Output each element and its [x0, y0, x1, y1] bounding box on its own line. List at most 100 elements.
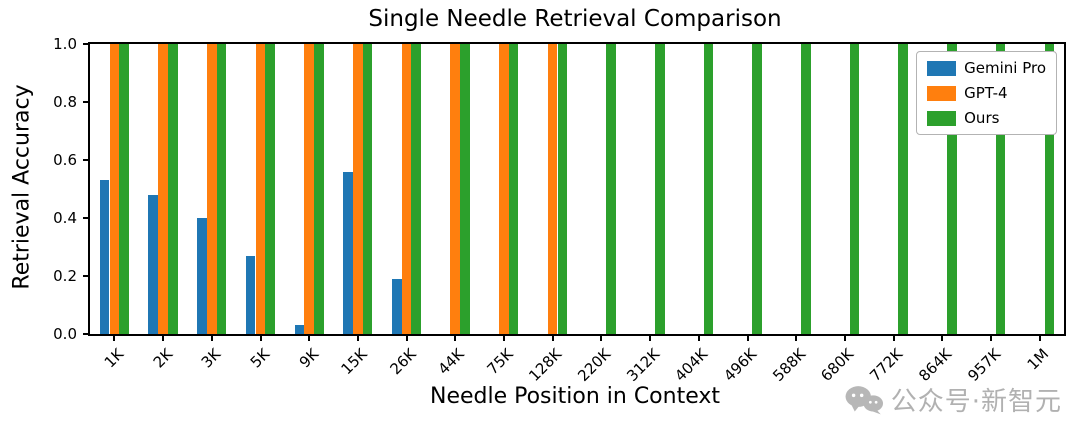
- x-tick-label-1k: 1K: [100, 345, 128, 372]
- bar-gpt-4-9k: [304, 44, 314, 334]
- bar-ours-15k: [362, 44, 373, 334]
- x-tick-label-128k: 128K: [525, 345, 566, 385]
- bar-gpt-4-44k: [450, 44, 461, 334]
- bar-gpt-4-128k: [547, 44, 558, 334]
- y-tick-label-0.6: 0.6: [53, 151, 77, 169]
- bar-ours-2k: [167, 44, 178, 334]
- y-tick: [83, 275, 88, 277]
- x-axis-label: Needle Position in Context: [429, 384, 721, 409]
- legend-item-ours: Ours: [927, 109, 1046, 127]
- bar-ours-1m: [1044, 44, 1055, 334]
- x-tick: [405, 336, 408, 341]
- x-tick-label-680k: 680K: [817, 345, 858, 385]
- x-tick: [746, 336, 749, 341]
- x-tick-label-75k: 75K: [483, 345, 517, 379]
- plot-area: Gemini Pro GPT-4 Ours 1K 2K 3K 5K 9K 15K 26K 44K 7…: [53, 35, 1066, 385]
- bar-ours-75k: [508, 44, 519, 334]
- x-tick: [941, 336, 944, 341]
- x-tick: [795, 336, 798, 341]
- x-tick-label-220k: 220K: [574, 345, 615, 385]
- x-tick: [1038, 336, 1041, 341]
- watermark-text: 公众号·新智元: [890, 387, 1062, 417]
- bar-gemini-pro-3k: [197, 218, 207, 334]
- x-tick-label-9k: 9K: [295, 345, 322, 372]
- bar-gpt-4-2k: [158, 44, 168, 334]
- x-tick: [697, 336, 700, 341]
- x-tick: [308, 336, 311, 341]
- x-tick-label-312k: 312K: [622, 345, 663, 385]
- bar-ours-312k: [654, 44, 665, 334]
- x-tick: [892, 336, 895, 341]
- x-tick-label-1m: 1M: [1023, 345, 1053, 374]
- bar-ours-44k: [460, 44, 470, 334]
- bar-ours-1k: [119, 44, 129, 334]
- x-tick-label-404k: 404K: [671, 345, 712, 385]
- x-tick: [600, 336, 603, 341]
- x-tick: [162, 336, 165, 341]
- legend-item-gemini-pro: Gemini Pro: [927, 59, 1046, 77]
- y-tick-label-0.2: 0.2: [53, 267, 77, 285]
- y-tick-label-0.0: 0.0: [53, 325, 77, 343]
- bar-gpt-4-75k: [499, 44, 509, 334]
- x-tick: [551, 336, 554, 341]
- bar-ours-26k: [411, 44, 422, 334]
- x-tick: [210, 336, 213, 341]
- bar-gemini-pro-1k: [99, 180, 110, 334]
- y-tick: [83, 101, 88, 103]
- watermark: 公众号·新智元: [844, 381, 1062, 418]
- x-tick: [649, 336, 652, 341]
- x-tick-label-864k: 864K: [915, 345, 955, 385]
- bar-gpt-4-1k: [109, 44, 120, 334]
- x-tick-label-5k: 5K: [246, 345, 274, 372]
- bar-gpt-4-3k: [206, 44, 217, 334]
- x-tick: [843, 336, 846, 341]
- x-tick: [454, 336, 457, 341]
- bar-ours-496k: [752, 44, 762, 334]
- bar-ours-220k: [606, 44, 616, 334]
- y-tick-label-0.8: 0.8: [53, 93, 77, 111]
- legend-swatch: [927, 110, 957, 126]
- bar-ours-588k: [801, 44, 811, 334]
- legend-swatch: [927, 60, 957, 76]
- y-axis-label: Retrieval Accuracy: [9, 84, 35, 290]
- x-tick: [356, 336, 359, 341]
- legend-swatch: [927, 85, 957, 101]
- y-tick-label-0.4: 0.4: [53, 209, 77, 227]
- x-tick-label-588k: 588K: [769, 345, 809, 385]
- bar-ours-864k: [947, 44, 957, 334]
- bar-gemini-pro-26k: [391, 278, 402, 334]
- bar-gpt-4-5k: [255, 44, 266, 334]
- x-tick: [990, 336, 992, 341]
- x-tick-label-44k: 44K: [434, 345, 468, 379]
- legend-label: Ours: [964, 109, 1000, 127]
- bar-gemini-pro-9k: [294, 325, 305, 334]
- bar-gemini-pro-2k: [148, 194, 159, 334]
- bar-ours-772k: [898, 44, 909, 334]
- y-tick: [83, 333, 88, 335]
- bar-gemini-pro-15k: [343, 171, 353, 334]
- bar-ours-680k: [849, 44, 860, 334]
- x-tick-label-2k: 2K: [149, 345, 176, 372]
- bar-gpt-4-15k: [353, 44, 363, 334]
- wechat-icon: [845, 385, 883, 414]
- bar-ours-3k: [216, 44, 227, 334]
- x-tick-label-957k: 957K: [963, 345, 1004, 385]
- legend-item-gpt-4: GPT-4: [927, 84, 1046, 102]
- x-tick: [113, 336, 116, 341]
- y-tick: [83, 159, 88, 161]
- legend-label: Gemini Pro: [964, 59, 1046, 77]
- x-tick-label-26k: 26K: [386, 345, 420, 379]
- bar-gpt-4-26k: [401, 44, 412, 334]
- legend: Gemini Pro GPT-4 Ours: [916, 51, 1057, 135]
- bar-ours-957k: [995, 44, 1006, 334]
- y-tick: [83, 217, 88, 219]
- x-tick: [259, 336, 262, 341]
- bar-ours-404k: [703, 44, 714, 334]
- x-tick: [503, 336, 505, 341]
- chart-title: Single Needle Retrieval Comparison: [368, 6, 782, 32]
- x-tick-label-3k: 3K: [197, 345, 225, 372]
- bar-gemini-pro-5k: [245, 255, 256, 334]
- x-tick-label-15k: 15K: [337, 345, 371, 379]
- y-tick: [83, 43, 88, 45]
